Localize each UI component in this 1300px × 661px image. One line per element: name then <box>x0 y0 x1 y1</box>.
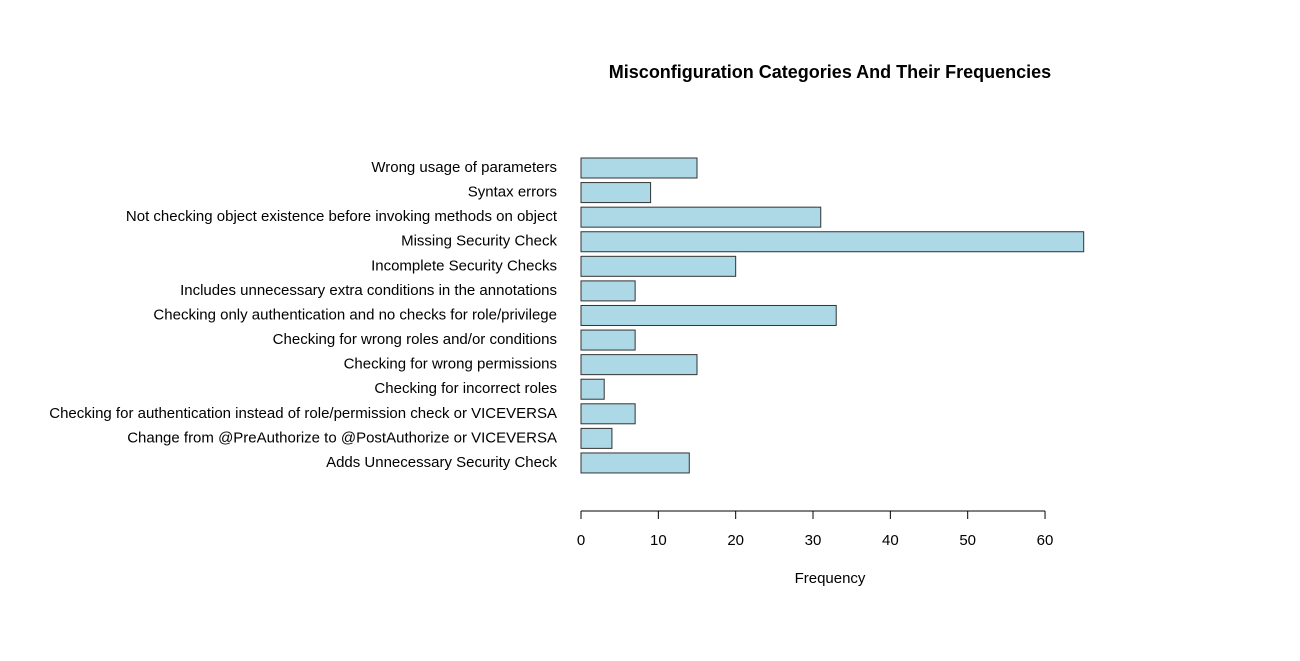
y-tick-label: Wrong usage of parameters <box>371 159 557 176</box>
bar <box>580 182 652 204</box>
bar <box>580 280 636 302</box>
bar <box>580 354 698 376</box>
y-tick-label: Includes unnecessary extra conditions in… <box>180 282 557 299</box>
y-tick-label: Adds Unnecessary Security Check <box>326 454 557 471</box>
y-tick-label: Change from @PreAuthorize to @PostAuthor… <box>127 429 557 446</box>
chart-title: Misconfiguration Categories And Their Fr… <box>609 62 1051 82</box>
bar <box>580 378 605 400</box>
bar <box>580 231 1085 253</box>
bar <box>580 206 822 228</box>
x-tick-label: 10 <box>650 532 667 549</box>
y-tick-label: Syntax errors <box>468 184 557 201</box>
bar <box>580 452 690 474</box>
x-tick-label: 0 <box>577 532 585 549</box>
x-tick-label: 20 <box>727 532 744 549</box>
x-tick-label: 30 <box>805 532 822 549</box>
y-tick-label: Checking for wrong roles and/or conditio… <box>273 331 557 348</box>
x-axis-label: Frequency <box>795 570 866 587</box>
x-tick-label: 50 <box>959 532 976 549</box>
bar <box>580 329 636 351</box>
y-tick-label: Checking only authentication and no chec… <box>153 306 557 323</box>
y-tick-label: Incomplete Security Checks <box>371 257 557 274</box>
y-tick-label: Checking for authentication instead of r… <box>49 405 557 422</box>
bar <box>580 255 737 277</box>
y-tick-label: Not checking object existence before inv… <box>126 208 558 225</box>
bar <box>580 304 837 326</box>
bar <box>580 403 636 425</box>
y-tick-label: Missing Security Check <box>401 233 557 250</box>
x-tick-label: 40 <box>882 532 899 549</box>
y-tick-label: Checking for incorrect roles <box>374 380 557 397</box>
y-tick-label: Checking for wrong permissions <box>344 356 557 373</box>
bar <box>580 427 613 449</box>
bar <box>580 157 698 179</box>
x-tick-label: 60 <box>1037 532 1054 549</box>
